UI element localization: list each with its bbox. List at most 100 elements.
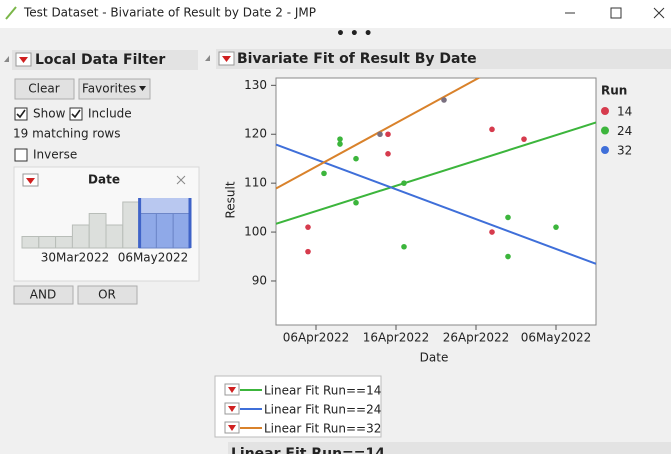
maximize[interactable]	[610, 7, 622, 19]
point	[553, 224, 559, 230]
filter-header	[12, 50, 198, 70]
dropdown-arrow	[139, 86, 146, 91]
x-axis-title: Date	[420, 351, 449, 365]
report-header	[216, 49, 671, 69]
point	[489, 126, 495, 133]
favorites-button[interactable]	[78, 78, 151, 100]
and-button[interactable]	[13, 285, 74, 305]
chart: 90 100 110 120 130 06Apr2022 16Apr2022 26Apr202…	[244, 78, 632, 345]
y-tick-label: 90	[252, 273, 267, 287]
histogram-bar	[21, 236, 40, 249]
legend-label: 14	[617, 105, 632, 119]
window-title: Test Dataset - Bivariate of Result by Da…	[23, 6, 316, 20]
y-tick-label: 120	[244, 127, 267, 141]
point	[353, 155, 359, 162]
point	[401, 180, 407, 186]
x-tick-label: 16Apr2022	[363, 331, 430, 345]
menu-triangle	[26, 178, 35, 184]
check	[16, 109, 26, 119]
point	[505, 253, 511, 260]
y-tick-label: 110	[244, 176, 267, 190]
fit-line	[276, 143, 596, 265]
menu-triangle	[228, 387, 236, 393]
legend-label: 24	[617, 124, 632, 138]
histogram-bar	[88, 213, 107, 249]
plot-area	[275, 77, 597, 326]
filter-title: Local Data Filter	[35, 52, 165, 68]
point	[505, 214, 511, 221]
point	[441, 97, 447, 103]
point	[385, 151, 391, 157]
next-title: Linear Fit Run==14	[231, 446, 385, 454]
disclosure[interactable]	[4, 56, 9, 62]
remove-filter[interactable]	[176, 175, 186, 185]
check	[71, 109, 81, 119]
point	[321, 170, 327, 177]
histogram-bar	[105, 224, 124, 249]
legend-title: Run	[601, 84, 627, 98]
legend-label: 32	[617, 144, 632, 158]
or-button[interactable]	[77, 285, 138, 305]
histogram-bar	[71, 224, 90, 249]
legend-marker	[601, 107, 609, 115]
histogram[interactable]	[21, 198, 192, 249]
y-tick-label: 100	[244, 225, 267, 239]
point	[337, 136, 343, 142]
inverse-label: Inverse	[33, 148, 77, 162]
menu-triangle	[228, 406, 236, 412]
x-tick-label: 26Apr2022	[443, 331, 510, 345]
point	[385, 131, 391, 138]
x-tick-label: 06Apr2022	[283, 331, 350, 345]
histogram-bar	[55, 236, 73, 249]
histogram-bar	[139, 213, 157, 249]
menu-triangle	[19, 57, 28, 63]
inverse-checkbox[interactable]	[14, 148, 28, 162]
range-end: 06May2022	[118, 251, 189, 265]
report-title: Bivariate Fit of Result By Date	[237, 51, 477, 67]
fits-list: Linear Fit Run==14 Linear Fit Run==24 Line…	[224, 383, 381, 436]
x-tick-label: 06May2022	[521, 331, 592, 345]
date-filter-title: Date	[88, 173, 120, 187]
fit-line	[276, 78, 481, 190]
point	[305, 248, 311, 255]
fit-label: Linear Fit Run==24	[264, 403, 381, 417]
fit-label: Linear Fit Run==14	[264, 384, 381, 398]
show-label: Show	[33, 107, 66, 121]
fit-label: Linear Fit Run==32	[264, 422, 381, 436]
or-label: OR	[98, 288, 116, 302]
range-start: 30Mar2022	[41, 251, 109, 265]
point	[489, 229, 495, 235]
histogram-bar	[38, 236, 57, 249]
and-label: AND	[30, 288, 56, 302]
show-checkbox[interactable]	[14, 107, 28, 121]
menu-triangle	[222, 56, 231, 62]
include-label: Include	[88, 107, 132, 121]
matching-rows: 19 matching rows	[13, 127, 120, 141]
title-bar	[0, 0, 671, 28]
y-axis-title: Result	[224, 181, 238, 218]
point	[353, 199, 359, 206]
point	[377, 131, 383, 138]
include-checkbox[interactable]	[69, 107, 83, 121]
fit-line	[276, 121, 596, 225]
point	[337, 141, 343, 147]
legend-marker	[601, 146, 609, 154]
clear-button[interactable]	[14, 78, 75, 100]
menu-triangle	[228, 425, 236, 431]
point	[305, 224, 311, 230]
fits-box	[214, 375, 382, 438]
point	[401, 243, 407, 250]
close[interactable]	[653, 7, 665, 19]
more-dots[interactable]: • • •	[336, 26, 373, 42]
clear-label: Clear	[28, 82, 59, 96]
histogram-bar	[155, 213, 174, 249]
histogram-bar	[122, 201, 141, 249]
histogram-bar	[172, 213, 191, 249]
disclosure[interactable]	[205, 55, 210, 61]
favorites-label: Favorites	[82, 82, 136, 96]
fit-lines	[276, 78, 596, 265]
app-icon	[5, 6, 17, 20]
y-tick-label: 130	[244, 78, 267, 92]
